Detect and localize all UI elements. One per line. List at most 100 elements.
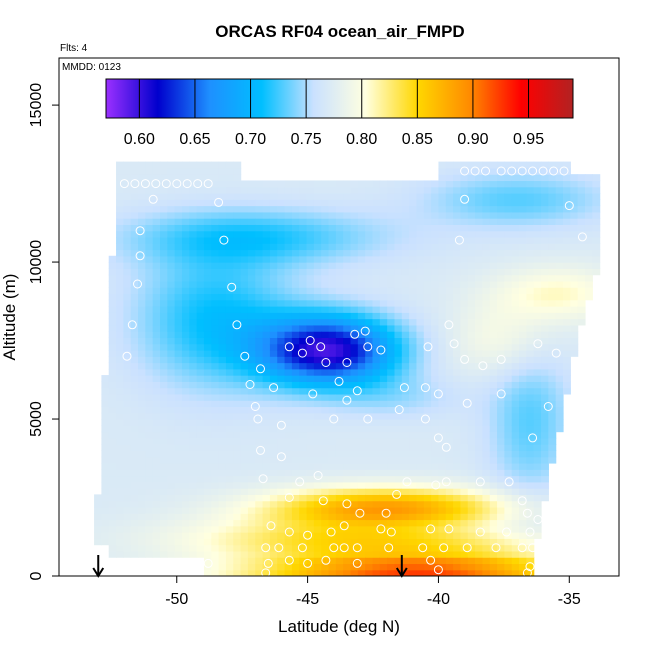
heatmap-cell (504, 525, 513, 533)
heatmap-cell (145, 230, 154, 238)
heatmap-cell (511, 412, 520, 420)
heatmap-cell (511, 538, 520, 546)
heatmap-cell (504, 412, 513, 420)
heatmap-cell (167, 481, 176, 489)
heatmap-cell (225, 337, 234, 345)
heatmap-cell (313, 268, 322, 276)
heatmap-cell (489, 538, 498, 546)
heatmap-cell (445, 161, 454, 169)
heatmap-cell (306, 306, 315, 313)
heatmap-cell (379, 488, 388, 495)
heatmap-cell (196, 400, 205, 408)
heatmap-cell (313, 255, 322, 263)
sample-point (426, 524, 436, 534)
heatmap-cell (145, 419, 154, 426)
heatmap-cell (313, 218, 322, 225)
sample-point (460, 194, 470, 204)
heatmap-cell (123, 425, 132, 433)
heatmap-cell (519, 425, 527, 433)
heatmap-cell (284, 368, 293, 376)
heatmap-cell (475, 199, 483, 207)
heatmap-cell (211, 312, 220, 320)
heatmap-cell (533, 331, 542, 339)
heatmap-cell (152, 469, 161, 477)
heatmap-cell (262, 318, 271, 326)
heatmap-cell (123, 469, 132, 477)
heatmap-cell (511, 557, 520, 565)
heatmap-cell (211, 218, 220, 225)
heatmap-cell (475, 356, 483, 364)
heatmap-cell (541, 481, 549, 489)
heatmap-cell (291, 431, 300, 439)
heatmap-cell (203, 174, 212, 182)
heatmap-cell (284, 425, 293, 433)
heatmap-cell (475, 506, 483, 514)
heatmap-cell (160, 506, 168, 514)
heatmap-cell (467, 444, 476, 452)
heatmap-cell (541, 425, 549, 433)
heatmap-cell (138, 205, 146, 213)
heatmap-cell (255, 557, 264, 565)
heatmap-cell (101, 456, 110, 464)
heatmap-cell (504, 274, 513, 282)
heatmap-cell (211, 450, 220, 458)
heatmap-cell (343, 532, 352, 539)
heatmap-cell (218, 186, 227, 194)
heatmap-cell (101, 513, 110, 521)
heatmap-cell (313, 274, 322, 282)
heatmap-cell (548, 274, 557, 282)
heatmap-cell (277, 299, 286, 307)
heatmap-cell (116, 324, 124, 332)
heatmap-cell (130, 218, 139, 225)
heatmap-cell (218, 299, 227, 307)
heatmap-cell (211, 287, 220, 295)
heatmap-cell (306, 494, 315, 502)
heatmap-cell (123, 393, 132, 401)
heatmap-cell (584, 211, 593, 219)
heatmap-cell (174, 481, 183, 489)
heatmap-cell (321, 224, 330, 232)
heatmap-cell (203, 381, 212, 389)
heatmap-cell (203, 192, 212, 200)
heatmap-cell (233, 456, 242, 464)
heatmap-cell (482, 362, 491, 370)
heatmap-cell (526, 494, 535, 502)
heatmap-cell (225, 569, 234, 576)
heatmap-cell (438, 280, 447, 288)
heatmap-cell (262, 211, 271, 219)
heatmap-cell (372, 519, 381, 527)
heatmap-cell (526, 425, 535, 433)
heatmap-cell (533, 274, 542, 282)
heatmap-cell (138, 544, 146, 552)
heatmap-cell (306, 211, 315, 219)
heatmap-cell (189, 243, 198, 251)
heatmap-cell (203, 532, 212, 539)
heatmap-cell (497, 400, 505, 408)
heatmap-cell (233, 192, 242, 200)
heatmap-cell (504, 318, 513, 326)
heatmap-cell (277, 280, 286, 288)
heatmap-cell (196, 550, 205, 558)
heatmap-cell (181, 500, 190, 508)
heatmap-cell (130, 469, 139, 477)
heatmap-cell (394, 375, 403, 382)
heatmap-cell (218, 249, 227, 257)
heatmap-cell (445, 299, 454, 307)
heatmap-cell (519, 167, 527, 175)
heatmap-cell (247, 557, 256, 565)
heatmap-cell (467, 425, 476, 433)
sample-point (502, 527, 511, 537)
heatmap-cell (460, 557, 469, 565)
heatmap-cell (497, 387, 505, 395)
heatmap-cell (489, 444, 498, 452)
heatmap-cell (555, 192, 564, 200)
heatmap-cell (218, 324, 227, 332)
heatmap-cell (262, 456, 271, 464)
heatmap-cell (247, 362, 256, 370)
heatmap-cell (460, 243, 469, 251)
heatmap-cell (409, 563, 418, 571)
heatmap-cell (372, 349, 381, 357)
heatmap-cell (255, 324, 264, 332)
heatmap-cell (328, 293, 337, 301)
heatmap-cell (145, 462, 154, 470)
